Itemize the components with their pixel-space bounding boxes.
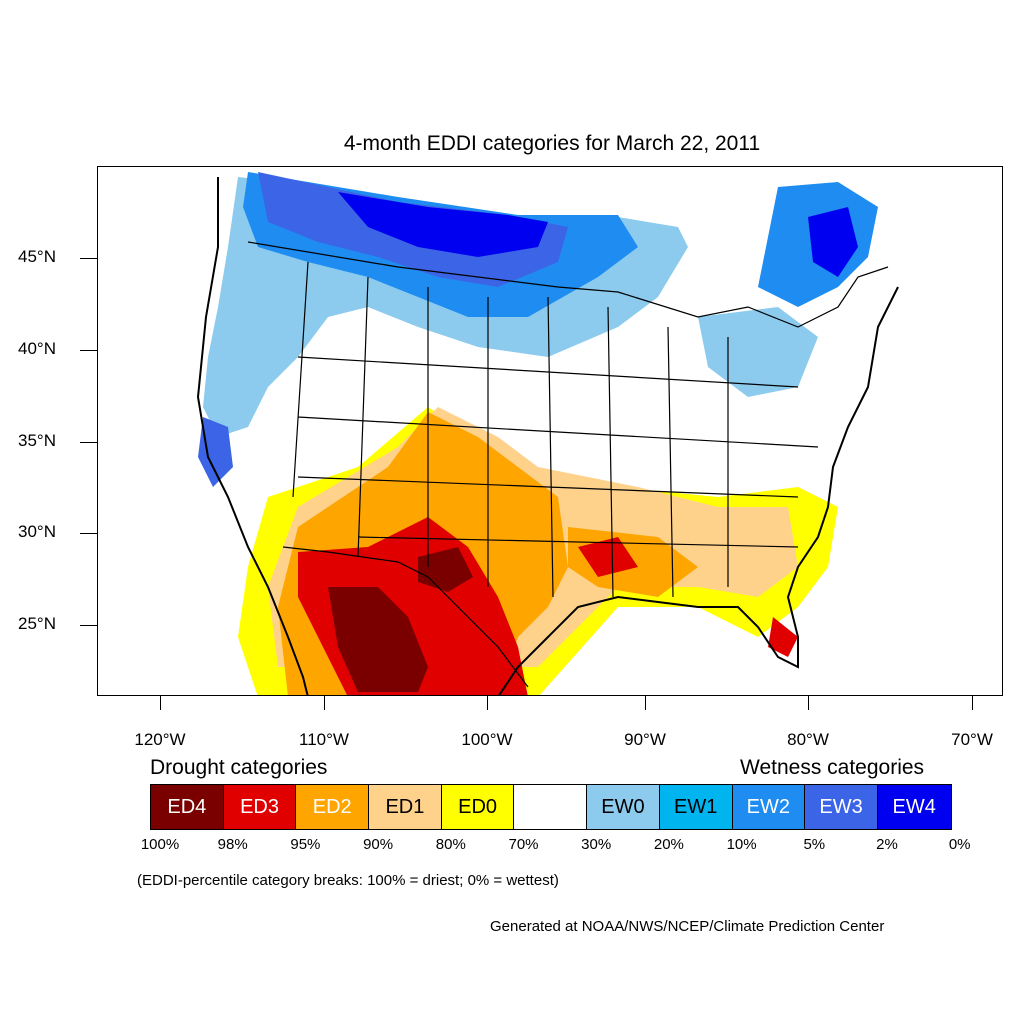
percent-label: 20% bbox=[653, 836, 684, 853]
legend-box-ed4: ED4 bbox=[151, 785, 224, 829]
lat-tick-40 bbox=[80, 350, 97, 351]
lat-label-40: 40°N bbox=[18, 339, 56, 358]
lat-tick-45 bbox=[80, 258, 97, 259]
lon-label-110: 110°W bbox=[299, 730, 349, 749]
border-mexico bbox=[282, 546, 529, 688]
lon-tick-120 bbox=[160, 696, 161, 710]
wetness-heading: Wetness categories bbox=[740, 756, 925, 779]
lon-label-120: 120°W bbox=[134, 730, 186, 749]
legend-box-ew4: EW4 bbox=[877, 785, 951, 829]
state-grid bbox=[292, 261, 819, 598]
lat-tick-25 bbox=[80, 625, 97, 626]
legend-box-ed2: ED2 bbox=[296, 785, 370, 829]
lon-tick-100 bbox=[487, 696, 488, 710]
lat-tick-30 bbox=[80, 533, 97, 534]
legend-box-ed3: ED3 bbox=[223, 785, 297, 829]
eddi-map bbox=[97, 166, 1003, 696]
credit-line: Generated at NOAA/NWS/NCEP/Climate Predi… bbox=[490, 918, 885, 935]
percent-label: 95% bbox=[290, 836, 321, 853]
lon-tick-70 bbox=[972, 696, 973, 710]
percent-label: 80% bbox=[435, 836, 466, 853]
lon-label-80: 80°W bbox=[787, 730, 829, 749]
legend-colorbar: ED4 ED3 ED2 ED1 ED0 EW0 EW1 EW2 EW3 EW4 bbox=[150, 784, 952, 830]
legend-box-ew1: EW1 bbox=[659, 785, 733, 829]
lon-label-70: 70°W bbox=[951, 730, 993, 749]
lon-label-100: 100°W bbox=[461, 730, 513, 749]
drought-regions bbox=[238, 407, 838, 695]
legend-box-ed1: ED1 bbox=[369, 785, 442, 829]
percent-label: 98% bbox=[217, 836, 248, 853]
percent-label: 5% bbox=[803, 836, 826, 853]
legend-box-ew2: EW2 bbox=[732, 785, 806, 829]
ew1-region-greatlakes bbox=[698, 307, 818, 397]
ed3-region-florida bbox=[768, 617, 798, 657]
category-note: (EDDI-percentile category breaks: 100% =… bbox=[137, 872, 559, 889]
ew2-region-california bbox=[198, 417, 233, 487]
percent-label: 100% bbox=[140, 836, 180, 853]
lat-label-30: 30°N bbox=[18, 522, 56, 541]
boundaries bbox=[196, 177, 899, 695]
wetness-regions bbox=[198, 172, 878, 487]
percent-label: 10% bbox=[726, 836, 757, 853]
legend-box-ew3: EW3 bbox=[805, 785, 878, 829]
legend-box-ew0: EW0 bbox=[587, 785, 660, 829]
percent-label: 70% bbox=[508, 836, 539, 853]
map-title: 4-month EDDI categories for March 22, 20… bbox=[343, 132, 761, 155]
percent-label: 30% bbox=[581, 836, 612, 853]
lat-label-25: 25°N bbox=[18, 614, 56, 633]
percent-label: 0% bbox=[948, 836, 971, 853]
percent-label: 90% bbox=[363, 836, 394, 853]
legend-box-normal bbox=[514, 785, 588, 829]
ew4-region-north bbox=[338, 192, 548, 257]
border-canada bbox=[247, 241, 889, 328]
ed4-region bbox=[328, 587, 428, 692]
ew4-region-northeast bbox=[808, 207, 858, 277]
legend-box-ed0: ED0 bbox=[441, 785, 515, 829]
lat-tick-35 bbox=[80, 442, 97, 443]
ed3-region-south bbox=[578, 537, 638, 577]
lat-label-45: 45°N bbox=[18, 247, 56, 266]
map-canvas bbox=[196, 172, 899, 695]
lon-tick-90 bbox=[645, 696, 646, 710]
lon-label-90: 90°W bbox=[624, 730, 666, 749]
coastline-west bbox=[196, 177, 309, 695]
drought-heading: Drought categories bbox=[150, 756, 328, 779]
lat-label-35: 35°N bbox=[18, 431, 56, 450]
lon-tick-110 bbox=[324, 696, 325, 710]
coastline-gulf bbox=[498, 286, 899, 695]
percent-label: 2% bbox=[876, 836, 898, 853]
lon-tick-80 bbox=[808, 696, 809, 710]
